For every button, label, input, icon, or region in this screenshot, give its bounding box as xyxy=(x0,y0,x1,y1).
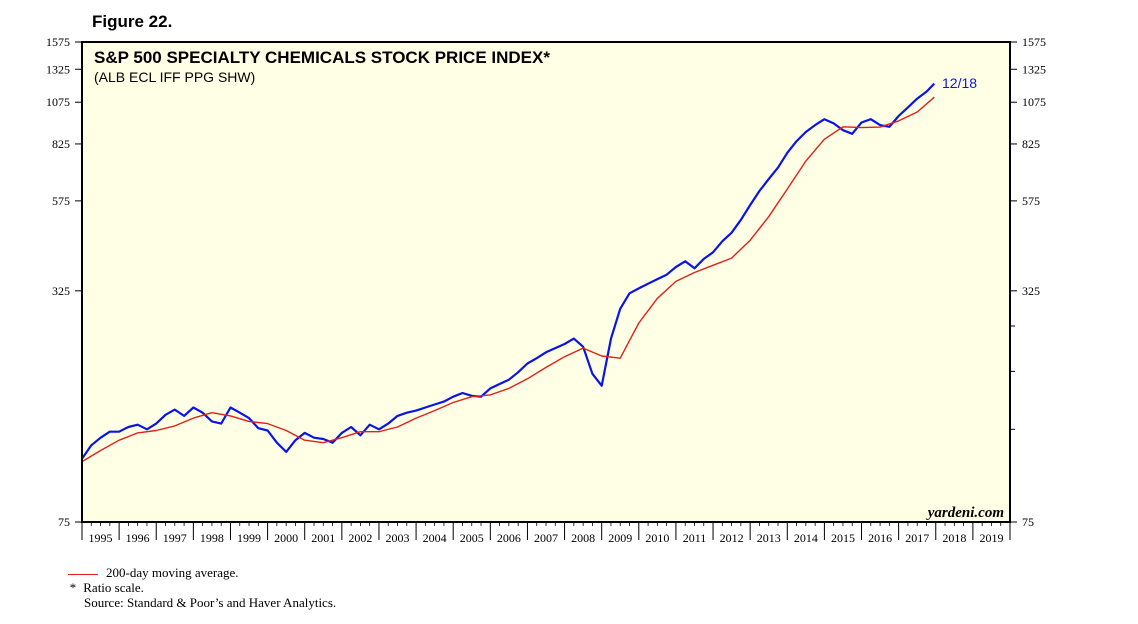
x-tick-label: 2014 xyxy=(794,531,818,545)
x-axis: 1995 1996 1997 1998 1999 2000 2001 2002 2003 2004… xyxy=(81,522,1011,545)
x-tick-label: 1996 xyxy=(126,531,150,545)
chart-title: S&P 500 SPECIALTY CHEMICALS STOCK PRICE … xyxy=(94,48,550,67)
x-tick-label: 2011 xyxy=(683,531,707,545)
x-tick-label: 2007 xyxy=(534,531,558,545)
y-axis-left: 75 325 575 825 1075 1325 1575 xyxy=(46,35,82,529)
x-tick-label: 2015 xyxy=(831,531,855,545)
y-axis-right: 75 325 575 825 1075 1325 1575 xyxy=(1010,35,1046,529)
legend-label: 200-day moving average. xyxy=(106,565,239,580)
series-layer xyxy=(81,82,936,463)
y-tick-label-right: 825 xyxy=(1022,137,1040,151)
ratio-note: Ratio scale. xyxy=(83,580,144,595)
y-tick-label-left: 575 xyxy=(52,194,70,208)
asterisk: * xyxy=(69,580,77,595)
y-tick-label-left: 825 xyxy=(52,137,70,151)
y-tick-label-right: 1575 xyxy=(1022,35,1046,49)
y-tick-label-left: 75 xyxy=(58,515,70,529)
source-note: Source: Standard & Poor’s and Haver Anal… xyxy=(84,595,337,610)
x-tick-label: 2001 xyxy=(311,531,335,545)
moving-average-line xyxy=(81,96,935,463)
x-tick-label: 2004 xyxy=(423,531,447,545)
x-tick-label: 1999 xyxy=(237,531,261,545)
x-tick-label: 2000 xyxy=(274,531,298,545)
x-tick-label: 1997 xyxy=(163,531,187,545)
x-tick-label: 2019 xyxy=(979,531,1003,545)
x-tick-label: 2016 xyxy=(868,531,892,545)
chart-subtitle: (ALB ECL IFF PPG SHW) xyxy=(94,69,255,85)
legend-row: 200-day moving average. xyxy=(66,565,336,580)
y-tick-label-left: 1575 xyxy=(46,35,70,49)
watermark: yardeni.com xyxy=(926,505,1004,521)
moving-average-legend-swatch xyxy=(68,573,98,575)
y-tick-label-right: 325 xyxy=(1022,284,1040,298)
figure-label: Figure 22. xyxy=(92,12,173,31)
y-tick-label-left: 1325 xyxy=(46,62,70,76)
y-tick-label-right: 1325 xyxy=(1022,62,1046,76)
y-tick-label-right: 1075 xyxy=(1022,95,1046,109)
y-tick-label-right: 75 xyxy=(1022,515,1034,529)
source-row: Source: Standard & Poor’s and Haver Anal… xyxy=(66,595,336,610)
ratio-note-row: * Ratio scale. xyxy=(66,580,336,595)
price-index-line xyxy=(81,82,936,460)
x-tick-label: 2005 xyxy=(460,531,484,545)
x-tick-label: 2012 xyxy=(720,531,744,545)
x-tick-label: 2006 xyxy=(497,531,521,545)
x-tick-label: 1998 xyxy=(200,531,224,545)
x-tick-label: 2018 xyxy=(942,531,966,545)
x-tick-label: 2009 xyxy=(608,531,632,545)
x-tick-label: 2010 xyxy=(645,531,669,545)
x-tick-label: 2003 xyxy=(386,531,410,545)
footnotes: 200-day moving average. * Ratio scale. S… xyxy=(66,565,336,610)
plot-area xyxy=(82,42,1010,522)
x-tick-label: 2017 xyxy=(905,531,929,545)
x-tick-label: 2008 xyxy=(571,531,595,545)
y-tick-label-right: 575 xyxy=(1022,194,1040,208)
end-date-label: 12/18 xyxy=(942,75,977,91)
y-tick-label-left: 325 xyxy=(52,284,70,298)
x-tick-label: 2002 xyxy=(348,531,372,545)
x-tick-label: 1995 xyxy=(89,531,113,545)
x-tick-label: 2013 xyxy=(757,531,781,545)
y-tick-label-left: 1075 xyxy=(46,95,70,109)
